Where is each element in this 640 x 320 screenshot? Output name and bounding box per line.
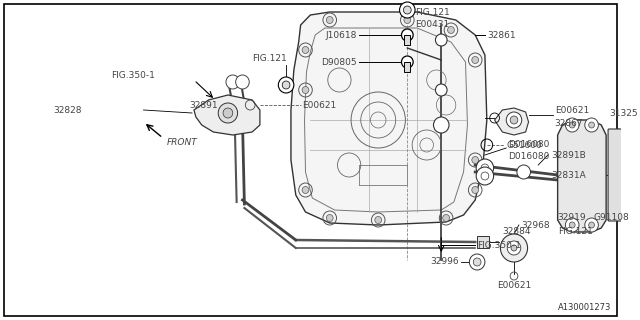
Circle shape <box>401 29 413 41</box>
Text: FIG.121: FIG.121 <box>415 7 450 17</box>
Circle shape <box>226 75 239 89</box>
Circle shape <box>476 159 493 177</box>
Text: 32996: 32996 <box>430 258 459 267</box>
Text: E00621: E00621 <box>555 106 589 115</box>
Bar <box>404 35 410 45</box>
Text: 32861: 32861 <box>487 30 515 39</box>
Circle shape <box>612 129 623 141</box>
Polygon shape <box>194 95 260 135</box>
Circle shape <box>565 118 579 132</box>
Circle shape <box>569 222 575 228</box>
Circle shape <box>508 241 521 255</box>
Text: G91108: G91108 <box>593 213 629 222</box>
Circle shape <box>326 214 333 221</box>
Text: 32919: 32919 <box>557 213 586 222</box>
Circle shape <box>500 234 527 262</box>
Circle shape <box>472 57 479 63</box>
Circle shape <box>218 103 237 123</box>
Polygon shape <box>495 108 529 135</box>
Text: 31325: 31325 <box>609 108 637 117</box>
Circle shape <box>510 116 518 124</box>
Circle shape <box>569 122 575 128</box>
Text: D016080: D016080 <box>508 151 550 161</box>
Text: 32831A: 32831A <box>551 171 586 180</box>
Circle shape <box>618 165 634 181</box>
Polygon shape <box>291 12 487 225</box>
Circle shape <box>404 17 411 23</box>
Text: 32968: 32968 <box>521 220 549 229</box>
Circle shape <box>565 218 579 232</box>
Circle shape <box>223 108 233 118</box>
Circle shape <box>585 118 598 132</box>
Circle shape <box>435 34 447 46</box>
Text: 32867: 32867 <box>555 118 583 127</box>
Text: E00431: E00431 <box>415 20 449 28</box>
Text: FIG.350-1: FIG.350-1 <box>477 241 521 250</box>
Circle shape <box>433 117 449 133</box>
Circle shape <box>476 167 493 185</box>
Text: G51600: G51600 <box>506 140 542 149</box>
Circle shape <box>443 214 449 221</box>
Text: E00621: E00621 <box>497 281 531 290</box>
Circle shape <box>302 86 309 93</box>
Circle shape <box>282 81 290 89</box>
FancyBboxPatch shape <box>608 129 627 221</box>
Circle shape <box>375 217 381 223</box>
Circle shape <box>472 187 479 194</box>
Text: 32891: 32891 <box>189 100 218 109</box>
Circle shape <box>236 75 249 89</box>
Circle shape <box>326 17 333 23</box>
Bar <box>404 62 410 72</box>
Text: FRONT: FRONT <box>167 138 198 147</box>
Circle shape <box>469 254 485 270</box>
Circle shape <box>517 165 531 179</box>
Text: D016080: D016080 <box>508 140 550 148</box>
Text: FIG.350-1: FIG.350-1 <box>111 70 156 79</box>
Text: A130001273: A130001273 <box>557 303 611 313</box>
Circle shape <box>506 112 522 128</box>
Circle shape <box>473 258 481 266</box>
Bar <box>477 236 489 248</box>
Circle shape <box>399 2 415 18</box>
Text: E00621: E00621 <box>303 100 337 109</box>
Circle shape <box>302 187 309 194</box>
Text: D90805: D90805 <box>321 58 357 67</box>
Circle shape <box>447 27 454 34</box>
Circle shape <box>302 46 309 53</box>
Polygon shape <box>557 120 606 232</box>
Text: 32891B: 32891B <box>551 150 586 159</box>
Circle shape <box>472 156 479 164</box>
Circle shape <box>403 6 411 14</box>
Circle shape <box>435 84 447 96</box>
Text: J10618: J10618 <box>326 30 357 39</box>
Circle shape <box>585 218 598 232</box>
Text: FIG.121: FIG.121 <box>557 228 593 236</box>
Circle shape <box>589 222 595 228</box>
Circle shape <box>278 77 294 93</box>
Circle shape <box>589 122 595 128</box>
Text: FIG.121: FIG.121 <box>252 53 287 62</box>
Text: 32828: 32828 <box>53 106 82 115</box>
Circle shape <box>401 56 413 68</box>
Text: 32884: 32884 <box>502 228 531 236</box>
Circle shape <box>511 245 517 251</box>
Circle shape <box>612 206 623 218</box>
